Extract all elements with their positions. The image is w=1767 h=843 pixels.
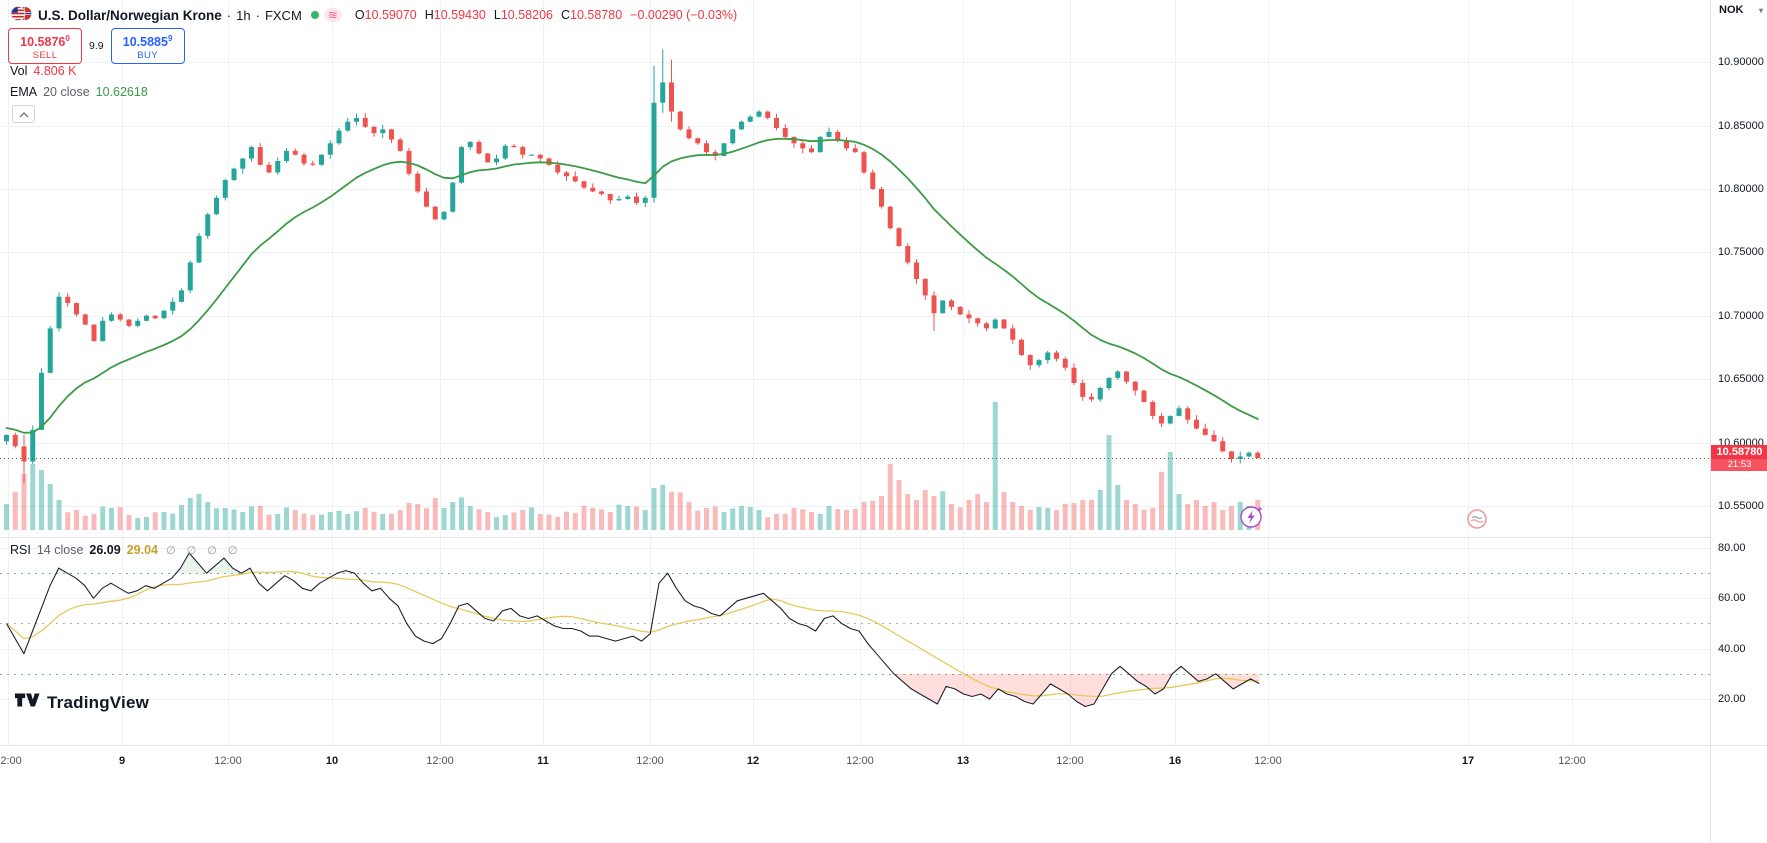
time-tick-label: 12:00 [1558,755,1586,767]
price-tick-label: 10.55000 [1718,499,1764,512]
delayed-data-icon[interactable]: ≋ [323,8,342,22]
price-tick-label: 10.65000 [1718,373,1764,386]
tradingview-mark-icon [14,691,40,714]
rsi-indicator-params: 14 close [36,543,84,557]
last-price-value: 10.58780 [1711,445,1767,459]
pane-separator[interactable] [0,537,1710,538]
time-tick-label: 12 [746,755,760,767]
time-tick-label: 12:00 [0,755,22,767]
chevron-up-icon [19,105,29,123]
time-tick-label: 17 [1461,755,1475,767]
time-tick-label: 12:00 [214,755,242,767]
buy-button-label: BUY [137,50,158,62]
volume-legend-label[interactable]: Vol [10,64,28,78]
high-value: H10.59430 [424,8,486,22]
rsi-tick-label: 20.00 [1718,692,1746,705]
chevron-down-icon: ▾ [1758,5,1763,15]
bar-close-countdown: 21:53 [1711,459,1767,471]
price-tick-label: 10.70000 [1718,309,1764,322]
time-axis[interactable]: 12:00 9 12:00 10 12:00 11 12:00 12 12:00 13 12:00 1… [0,745,1710,780]
ema-indicator-legend: EMA 20 close 10.62618 [10,85,148,99]
open-value: O10.59070 [354,8,417,22]
price-tick-label: 10.90000 [1718,56,1764,69]
tradingview-logo[interactable]: TradingView [14,691,149,714]
volume-value: 4.806 K [33,64,77,78]
price-tick-label: 10.75000 [1718,246,1764,259]
ema-indicator-title[interactable]: EMA [10,85,38,99]
change-value: −0.00290 (−0.03%) [630,8,738,22]
spread-value: 9.9 [89,40,104,53]
low-value: L10.58206 [493,8,553,22]
time-tick-label: 12:00 [1254,755,1282,767]
last-price-badge: 10.58780 21:53 [1711,445,1767,471]
rsi-tick-label: 60.00 [1718,592,1746,605]
chart-legend: U.S. Dollar/Norwegian Krone · 1h · FXCM … [10,5,737,25]
rsi-tick-label: 40.00 [1718,642,1746,655]
currency-toggle[interactable]: NOK ▾ [1719,4,1763,16]
sell-button[interactable]: 10.58760 SELL [8,28,82,65]
quick-trade-lightning-icon[interactable] [1238,503,1266,536]
buy-button[interactable]: 10.58859 BUY [110,28,185,65]
rsi-hidden-values-icons: ∅ ∅ ∅ ∅ [165,544,242,557]
price-axis[interactable]: NOK ▾ 10.90000 10.85000 10.80000 10.75000 10… [1710,0,1767,843]
rsi-indicator-legend: RSI 14 close 26.09 29.04 ∅ ∅ ∅ ∅ [10,543,241,557]
rsi-tick-label: 80.00 [1718,541,1746,554]
market-status-dot-icon[interactable] [310,11,319,19]
time-tick-label: 12:00 [1056,755,1084,767]
symbol-title[interactable]: U.S. Dollar/Norwegian Krone [38,7,222,23]
time-tick-label: 16 [1168,755,1182,767]
rsi-indicator-title[interactable]: RSI [10,543,31,557]
rsi-ma-value: 29.04 [126,543,158,557]
legend-separator: · [255,7,260,23]
time-tick-label: 10 [325,755,339,767]
ohlc-values: O10.59070 H10.59430 L10.58206 C10.58780 … [355,8,737,22]
volume-legend: Vol 4.806 K [10,64,76,78]
rsi-value: 26.09 [89,543,121,557]
close-value: C10.58780 [560,8,623,22]
price-tick-label: 10.80000 [1718,182,1764,195]
legend-separator: · [226,7,232,23]
time-tick-label: 11 [537,755,549,767]
time-tick-label: 12:00 [636,755,664,767]
sell-button-label: SELL [32,50,58,62]
time-tick-label: 12:00 [426,755,454,767]
rsi-chart-canvas[interactable] [0,538,1710,745]
ema-value: 10.62618 [95,85,148,99]
data-provider-icon[interactable] [1466,508,1488,535]
time-tick-label: 13 [956,755,970,767]
symbol-exchange[interactable]: FXCM [264,7,302,23]
symbol-interval[interactable]: 1h [236,7,251,23]
tradingview-logo-text: TradingView [47,692,150,712]
price-tick-label: 10.85000 [1718,119,1764,132]
time-tick-label: 9 [118,755,126,767]
trade-panel: 10.58760 SELL 9.9 10.58859 BUY [8,28,185,65]
collapse-legend-button[interactable] [12,105,35,123]
time-tick-label: 12:00 [846,755,874,767]
ema-indicator-params: 20 close [43,85,90,99]
currency-label: NOK [1719,4,1744,16]
main-chart-canvas[interactable] [0,0,1710,537]
currency-pair-flags-icon [10,5,33,25]
axis-corner-divider [1711,745,1767,746]
